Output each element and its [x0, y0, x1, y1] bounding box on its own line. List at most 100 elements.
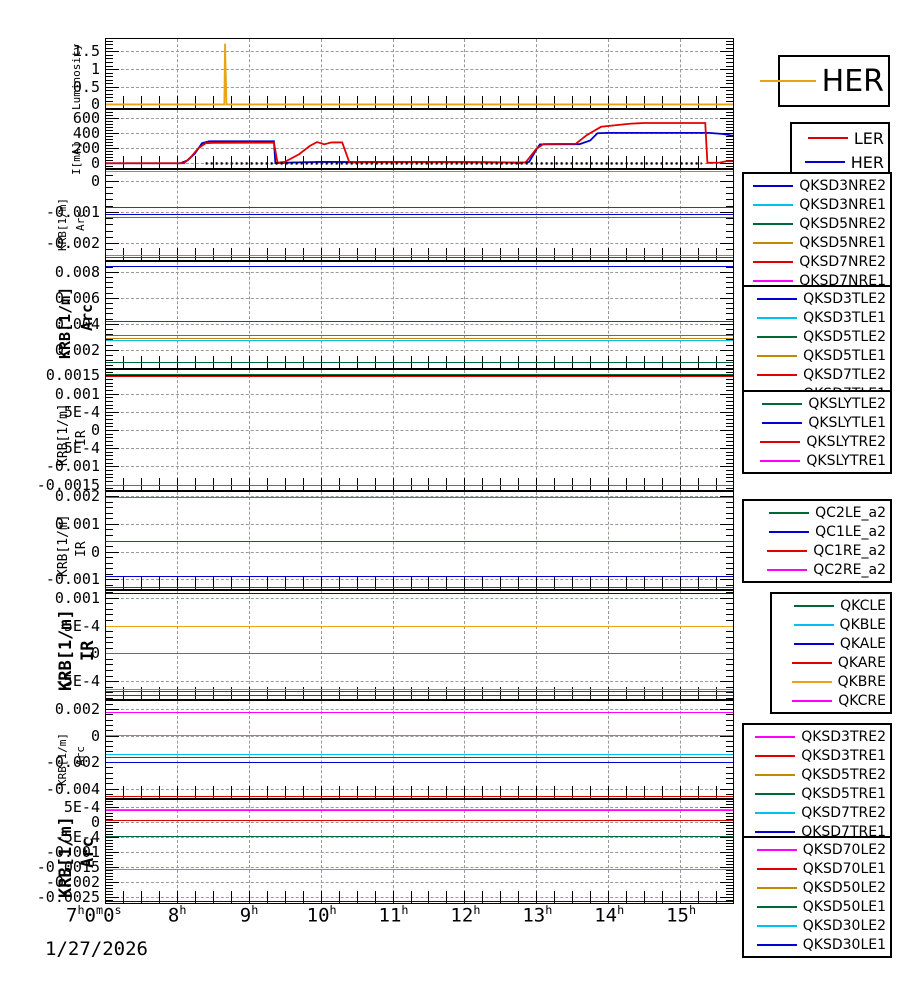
legend-entry[interactable]: QKSLYTLE2	[748, 394, 886, 413]
x-tick	[266, 792, 268, 798]
plot-panel-beam-current[interactable]	[105, 109, 734, 169]
y-tick-label: 5E-4	[63, 798, 100, 817]
y-tick	[106, 344, 113, 346]
legend-entry[interactable]: QKALE	[776, 634, 886, 653]
legend-qksd-ole[interactable]: QKSD70LE2 QKSD70LE1 QKSD50LE2 QKSD50LE1 QKSD…	[742, 836, 892, 958]
x-tick-top	[446, 891, 448, 897]
legend-qk-abc[interactable]: QKCLE QKBLE QKALE QKARE QKBRE QKCRE	[770, 592, 892, 714]
legend-entry[interactable]: QKSD5NRE2	[748, 214, 886, 233]
legend-entry[interactable]: QKSD7TLE2	[748, 365, 886, 384]
legend-entry[interactable]: QKSD50LE2	[748, 878, 886, 897]
y-tick	[106, 858, 113, 860]
legend-entry[interactable]: QKSD30LE1	[748, 935, 886, 954]
legend-color-swatch	[793, 642, 834, 645]
x-tick-top	[176, 96, 178, 107]
legend-entry[interactable]: QKSD3TRE2	[748, 727, 886, 746]
legend-qksd-tre[interactable]: QKSD3TRE2 QKSD3TRE1 QKSD5TRE2 QKSD5TRE1 QKSD…	[742, 723, 892, 845]
legend-qc-a2[interactable]: QC2LE_a2 QC1LE_a2 QC1RE_a2 QC2RE_a2	[742, 499, 892, 583]
x-tick-top	[284, 356, 286, 362]
x-tick-top	[194, 156, 196, 162]
x-tick-top	[554, 96, 556, 102]
legend-entry[interactable]: QC2RE_a2	[748, 560, 886, 579]
legend-entry[interactable]: QKSD70LE1	[748, 859, 886, 878]
legend-qksd-nre[interactable]: QKSD3NRE2 QKSD3NRE1 QKSD5NRE2 QKSD5NRE1 QKSD…	[742, 172, 892, 294]
legend-entry[interactable]: QKARE	[776, 653, 886, 672]
plot-panel-krb-ir-2[interactable]	[105, 491, 734, 590]
legend-entry[interactable]: QKSD5TLE2	[748, 327, 886, 346]
legend-entry[interactable]: QKSD7NRE1	[748, 271, 886, 290]
y-tick	[106, 404, 113, 406]
y-tick-right	[726, 193, 733, 195]
gridline-vertical	[464, 591, 466, 699]
y-tick-label: -0.001	[45, 570, 100, 589]
y-tick	[106, 804, 113, 806]
x-tick-top	[464, 478, 466, 489]
legend-entry[interactable]: QC1LE_a2	[748, 522, 886, 541]
legend-qkslyt[interactable]: QKSLYTLE2 QKSLYTLE1 QKSLYTRE2 QKSLYTRE1	[742, 390, 892, 474]
plot-panel-luminosity[interactable]	[105, 38, 734, 109]
x-tick-top	[536, 687, 538, 698]
x-tick-top	[446, 687, 448, 693]
y-tick-right	[726, 462, 733, 464]
x-tick-top	[608, 248, 610, 259]
legend-entry[interactable]: QKSD3TLE2	[748, 289, 886, 308]
y-tick-right	[726, 308, 733, 310]
legend-entry[interactable]: QKSD5NRE1	[748, 233, 886, 252]
legend-entry[interactable]: LER	[796, 126, 884, 150]
legend-entry[interactable]: QKSD70LE2	[748, 840, 886, 859]
x-tick	[518, 693, 520, 699]
x-tick-top	[158, 356, 160, 362]
legend-entry[interactable]: QKSD3NRE1	[748, 195, 886, 214]
y-tick	[106, 816, 113, 818]
x-tick-top	[464, 786, 466, 797]
legend-entry[interactable]: QKSD3NRE2	[748, 176, 886, 195]
legend-entry[interactable]: QKBRE	[776, 672, 886, 691]
plot-panel-krb-ir-3[interactable]	[105, 590, 734, 700]
x-tick	[122, 583, 124, 589]
legend-entry[interactable]: QKSLYTLE1	[748, 413, 886, 432]
gridline-horizontal	[106, 708, 733, 710]
y-tick	[106, 523, 119, 525]
x-tick	[194, 362, 196, 368]
legend-entry[interactable]: HER	[796, 150, 884, 174]
y-tick-right	[726, 746, 733, 748]
legend-entry[interactable]: QKSLYTRE2	[748, 432, 886, 451]
legend-her-lumi[interactable]: HER	[759, 55, 890, 107]
x-tick	[644, 897, 646, 903]
plot-panel-krb-arc-north[interactable]	[105, 169, 734, 261]
x-tick-top	[302, 248, 304, 254]
legend-entry[interactable]: HER	[759, 59, 884, 103]
x-tick-top	[626, 786, 628, 792]
legend-entry[interactable]: QKCRE	[776, 691, 886, 710]
legend-color-swatch	[755, 773, 796, 776]
plot-panel-krb-arc-tle[interactable]	[105, 261, 734, 369]
x-tick	[266, 162, 268, 168]
series-line-QKSD7TLE2	[106, 320, 733, 322]
plot-panel-krb-ir-1[interactable]	[105, 369, 734, 491]
legend-beam-current[interactable]: LER HER	[790, 122, 890, 178]
legend-qksd-tle[interactable]: QKSD3TLE2 QKSD3TLE1 QKSD5TLE2 QKSD5TLE1 QKSD…	[742, 285, 892, 407]
legend-entry[interactable]: QKSD30LE2	[748, 916, 886, 935]
legend-entry[interactable]: QC1RE_a2	[748, 541, 886, 560]
y-tick-right	[720, 597, 733, 599]
legend-entry[interactable]: QKSD7TRE2	[748, 803, 886, 822]
x-tick-top	[176, 786, 178, 797]
legend-color-swatch	[757, 316, 798, 319]
x-tick	[698, 693, 700, 699]
legend-entry[interactable]: QKBLE	[776, 615, 886, 634]
legend-entry[interactable]: QKSD5TRE2	[748, 765, 886, 784]
legend-entry[interactable]: QKSD5TRE1	[748, 784, 886, 803]
legend-entry[interactable]: QKSD3TLE1	[748, 308, 886, 327]
legend-entry[interactable]: QKSD5TLE1	[748, 346, 886, 365]
plot-panel-krb-arc-tre[interactable]	[105, 700, 734, 799]
plot-panel-krb-arc-ole[interactable]	[105, 799, 734, 904]
legend-entry[interactable]: QC2LE_a2	[748, 503, 886, 522]
legend-entry[interactable]: QKSD7TRE1	[748, 822, 886, 841]
y-axis-title-secondary: Arc	[74, 211, 87, 231]
legend-entry[interactable]: QKCLE	[776, 596, 886, 615]
y-tick	[106, 444, 113, 446]
legend-entry[interactable]: QKSD7NRE2	[748, 252, 886, 271]
legend-entry[interactable]: QKSLYTRE1	[748, 451, 886, 470]
legend-entry[interactable]: QKSD3TRE1	[748, 746, 886, 765]
legend-entry[interactable]: QKSD50LE1	[748, 897, 886, 916]
